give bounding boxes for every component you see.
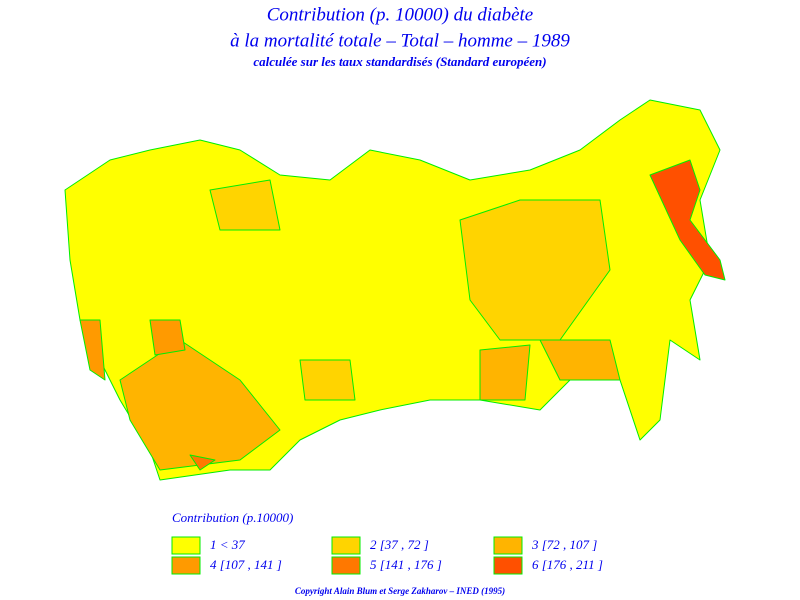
region bbox=[459, 199, 611, 341]
region bbox=[149, 319, 186, 356]
subtitle: calculée sur les taux standardisés (Stan… bbox=[253, 54, 546, 69]
legend-label: 5 [141 , 176 ] bbox=[370, 557, 442, 572]
legend-swatch bbox=[331, 536, 361, 555]
map bbox=[64, 99, 726, 481]
legend-label: 2 [37 , 72 ] bbox=[370, 537, 429, 552]
title: Contribution (p. 10000) du diabète bbox=[267, 4, 534, 25]
legend-swatch bbox=[493, 536, 523, 555]
legend-label: 3 [72 , 107 ] bbox=[531, 537, 597, 552]
region bbox=[79, 319, 106, 381]
legend-swatch bbox=[171, 536, 201, 555]
legend-swatch bbox=[171, 556, 201, 575]
region bbox=[209, 179, 281, 231]
copyright: Copyright Alain Blum et Serge Zakharov –… bbox=[295, 586, 505, 596]
region bbox=[649, 159, 726, 281]
legend-swatch bbox=[331, 556, 361, 575]
region bbox=[119, 339, 281, 471]
legend-label: 4 [107 , 141 ] bbox=[210, 557, 282, 572]
legend-label: 6 [176 , 211 ] bbox=[532, 557, 603, 572]
title: à la mortalité totale – Total – homme – … bbox=[230, 30, 570, 51]
region bbox=[479, 344, 531, 401]
region bbox=[189, 454, 216, 471]
legend-label: 1 < 37 bbox=[210, 537, 245, 552]
region bbox=[299, 359, 356, 401]
legend-title: Contribution (p.10000) bbox=[172, 510, 293, 525]
legend-swatch bbox=[493, 556, 523, 575]
region bbox=[539, 339, 621, 381]
legend: 1 < 37 2 [37 , 72 ] 3 [72 , 107 ] 4 [107 , … bbox=[171, 536, 603, 575]
